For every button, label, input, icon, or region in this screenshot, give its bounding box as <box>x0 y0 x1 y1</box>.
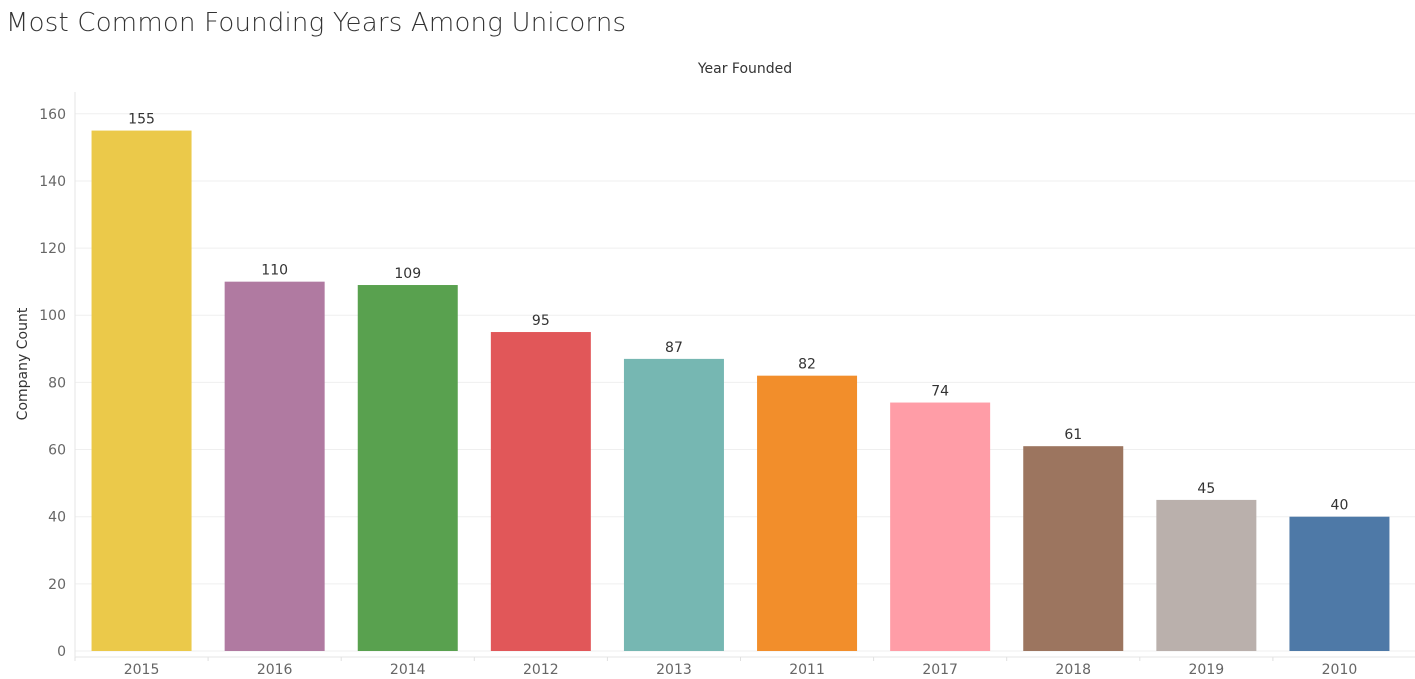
bar-2015 <box>91 130 192 652</box>
data-labels: 155 110 109 95 87 82 74 61 45 40 <box>128 112 1348 514</box>
bar-2014 <box>357 285 458 651</box>
bar-2018 <box>1023 446 1124 651</box>
x-tick-label: 2012 <box>523 662 559 678</box>
y-tick-label: 80 <box>48 375 66 391</box>
data-label: 45 <box>1197 481 1215 497</box>
data-label: 110 <box>261 263 288 279</box>
x-tick-label: 2015 <box>124 662 160 678</box>
y-tick-label: 60 <box>48 443 66 459</box>
bar-2011 <box>757 375 858 651</box>
bar-2012 <box>490 332 591 651</box>
data-label: 155 <box>128 112 155 128</box>
x-tick-label: 2018 <box>1055 662 1091 678</box>
x-axis-title: Year Founded <box>697 61 792 77</box>
data-label: 82 <box>798 357 816 373</box>
x-tick-label: 2016 <box>257 662 293 678</box>
y-axis: 0 20 40 60 80 100 120 140 160 <box>39 92 76 660</box>
x-tick-label: 2017 <box>922 662 958 678</box>
data-label: 40 <box>1331 498 1349 514</box>
chart-title: Most Common Founding Years Among Unicorn… <box>6 8 627 38</box>
y-tick-label: 20 <box>48 577 66 593</box>
x-tick-label: 2010 <box>1322 662 1358 678</box>
bar-2017 <box>890 402 991 651</box>
bars <box>91 130 1390 652</box>
y-tick-label: 100 <box>39 308 66 324</box>
bar-2019 <box>1156 499 1257 651</box>
data-label: 61 <box>1064 427 1082 443</box>
y-tick-label: 120 <box>39 241 66 257</box>
data-label: 109 <box>394 266 421 282</box>
y-tick-label: 140 <box>39 174 66 190</box>
bar-2013 <box>623 358 724 651</box>
y-tick-label: 40 <box>48 510 66 526</box>
y-tick-label: 0 <box>57 644 66 660</box>
x-axis: 2015 2016 2014 2012 2013 2011 2017 2018 2019 2010 <box>74 656 1415 678</box>
bar-2010 <box>1289 516 1390 651</box>
x-tick-label: 2011 <box>789 662 825 678</box>
y-axis-title: Company Count <box>15 307 31 420</box>
bar-2016 <box>224 281 325 651</box>
x-tick-label: 2013 <box>656 662 692 678</box>
x-tick-label: 2014 <box>390 662 426 678</box>
x-tick-label: 2019 <box>1189 662 1225 678</box>
data-label: 74 <box>931 384 949 400</box>
y-tick-label: 160 <box>39 107 66 123</box>
data-label: 95 <box>532 313 550 329</box>
data-label: 87 <box>665 340 683 356</box>
